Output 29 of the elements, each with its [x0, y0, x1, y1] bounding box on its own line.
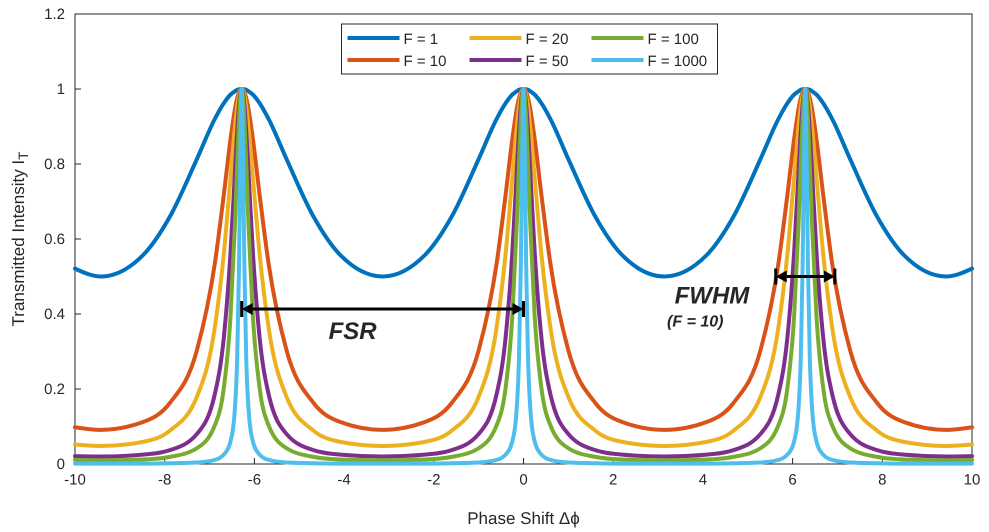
x-tick-label: -10: [64, 472, 86, 489]
x-tick-label: 6: [788, 472, 797, 489]
y-tick-label: 0.6: [44, 230, 65, 248]
x-tick-label: -6: [248, 472, 262, 489]
legend-label: F = 100: [648, 31, 699, 48]
y-tick-label: 0.2: [44, 380, 65, 398]
x-tick-label: 4: [698, 472, 708, 489]
annotation: FWHM: [674, 282, 750, 310]
legend-label: F = 10: [404, 53, 446, 70]
x-tick-label: -2: [427, 472, 440, 489]
x-tick-label: 0: [519, 472, 528, 489]
y-tick-label: 0.4: [44, 306, 65, 323]
x-axis-title: Phase Shift Δϕ: [467, 509, 580, 528]
x-tick-label: 2: [609, 472, 618, 489]
y-tick-label: 0: [56, 456, 65, 473]
x-tick-label: 8: [878, 472, 886, 489]
line-series: [73, 87, 974, 278]
legend-label: F = 1000: [648, 53, 708, 70]
legend-label: F = 50: [526, 53, 568, 70]
x-tick-label: -8: [158, 472, 172, 489]
legend-label: F = 1: [404, 31, 438, 48]
y-tick-label: 0.8: [44, 156, 65, 173]
legend-label: F = 20: [526, 31, 568, 48]
y-tick-label: 1: [56, 80, 65, 98]
annotation: (F = 10): [667, 314, 724, 330]
x-tick-label: -4: [337, 472, 351, 489]
annotation: FSR: [328, 318, 378, 345]
x-tick-label: 10: [964, 472, 980, 489]
y-tick-label: 1.2: [44, 6, 65, 23]
